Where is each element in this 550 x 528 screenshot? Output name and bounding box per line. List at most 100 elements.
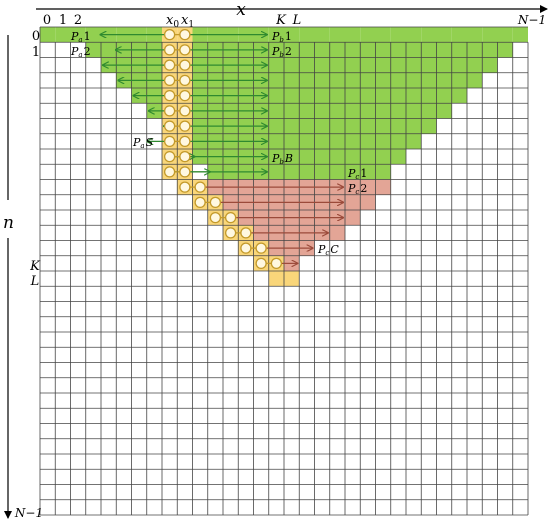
green-cell xyxy=(284,118,300,134)
green-cell xyxy=(268,133,284,149)
green-cell xyxy=(421,27,437,43)
green-cell xyxy=(360,103,376,119)
green-cell xyxy=(40,27,56,43)
green-cell xyxy=(314,149,330,165)
yellow-cell xyxy=(284,271,300,287)
green-cell xyxy=(329,118,345,134)
green-cell xyxy=(375,149,391,165)
green-cell xyxy=(268,103,284,119)
green-cell xyxy=(436,27,452,43)
state-circle xyxy=(179,89,191,102)
green-cell xyxy=(329,133,345,149)
label-pa-1: Pa1 xyxy=(70,30,91,44)
green-cell xyxy=(360,72,376,88)
green-cell xyxy=(360,118,376,134)
green-cell xyxy=(345,57,361,73)
state-circle xyxy=(163,28,176,41)
grid-lines-layer xyxy=(39,26,529,516)
green-cell xyxy=(390,27,406,43)
green-cell xyxy=(406,118,422,134)
green-cell xyxy=(268,88,284,104)
green-cell xyxy=(314,42,330,58)
label-pc-2: Pc2 xyxy=(347,182,367,196)
x-tick-x1: x1 xyxy=(181,13,194,30)
red-cell xyxy=(360,179,376,195)
green-cell xyxy=(390,149,406,165)
green-cell xyxy=(55,27,71,43)
green-cell xyxy=(360,27,376,43)
green-cell xyxy=(85,27,101,43)
green-cell xyxy=(360,149,376,165)
green-cell xyxy=(345,88,361,104)
state-circle xyxy=(255,257,267,270)
green-cell xyxy=(360,164,376,180)
green-cell xyxy=(268,149,284,165)
state-circle xyxy=(224,227,237,239)
state-circle xyxy=(209,211,222,224)
red-cell xyxy=(360,194,376,210)
green-cell xyxy=(299,72,315,88)
n-tick-1: 1 xyxy=(32,45,40,60)
green-cell xyxy=(329,42,345,58)
green-cell xyxy=(360,133,376,149)
x-tick-K: K xyxy=(275,13,287,28)
green-cell xyxy=(299,118,315,134)
green-cell xyxy=(345,72,361,88)
state-circle xyxy=(163,150,176,163)
red-cell xyxy=(345,194,361,210)
green-cell xyxy=(329,27,345,43)
state-circle xyxy=(255,242,267,254)
label-pb-1: Pb1 xyxy=(271,30,292,44)
green-cell xyxy=(268,72,284,88)
n-tick-K: K xyxy=(29,259,41,274)
green-cell xyxy=(284,72,300,88)
green-cell xyxy=(284,57,300,73)
green-cell xyxy=(284,27,300,43)
green-cell xyxy=(284,133,300,149)
green-cell xyxy=(345,149,361,165)
green-cell xyxy=(467,42,483,58)
green-cell xyxy=(375,164,391,180)
n-tick-N-minus-1: N−1 xyxy=(14,506,43,520)
state-circles-layer xyxy=(163,28,283,270)
state-circle xyxy=(163,166,176,178)
green-cell xyxy=(345,118,361,134)
green-cell xyxy=(375,42,391,58)
red-cell xyxy=(345,179,361,195)
state-circle xyxy=(179,28,191,41)
green-cell xyxy=(299,149,315,165)
green-cell xyxy=(329,164,345,180)
green-cell xyxy=(406,57,422,73)
green-cell xyxy=(284,42,300,58)
green-cell xyxy=(406,103,422,119)
green-cell xyxy=(299,133,315,149)
state-circle xyxy=(163,59,176,71)
green-cell xyxy=(268,42,284,58)
green-cell xyxy=(390,118,406,134)
state-circle xyxy=(240,242,252,254)
green-cell xyxy=(299,164,315,180)
green-cell xyxy=(284,103,300,119)
green-cell xyxy=(375,103,391,119)
green-cell xyxy=(360,42,376,58)
green-cell xyxy=(467,57,483,73)
arrows-layer xyxy=(101,35,344,264)
green-cell xyxy=(451,27,467,43)
green-cell xyxy=(70,27,86,43)
x-tick-0: 0 xyxy=(43,13,51,28)
green-cell xyxy=(406,72,422,88)
green-cell xyxy=(345,133,361,149)
x-tick-2: 2 xyxy=(74,13,82,28)
green-cell xyxy=(451,57,467,73)
label-pa-S: PaS xyxy=(132,136,154,150)
label-pc-1: Pc1 xyxy=(347,167,367,181)
state-circle xyxy=(179,150,191,163)
x-tick-N-minus-1: N−1 xyxy=(517,13,546,27)
state-circle xyxy=(163,120,176,132)
state-circle xyxy=(179,120,191,132)
green-cell xyxy=(375,57,391,73)
state-circle xyxy=(240,227,252,239)
green-cell xyxy=(375,72,391,88)
green-cell xyxy=(451,88,467,104)
green-cell xyxy=(390,88,406,104)
